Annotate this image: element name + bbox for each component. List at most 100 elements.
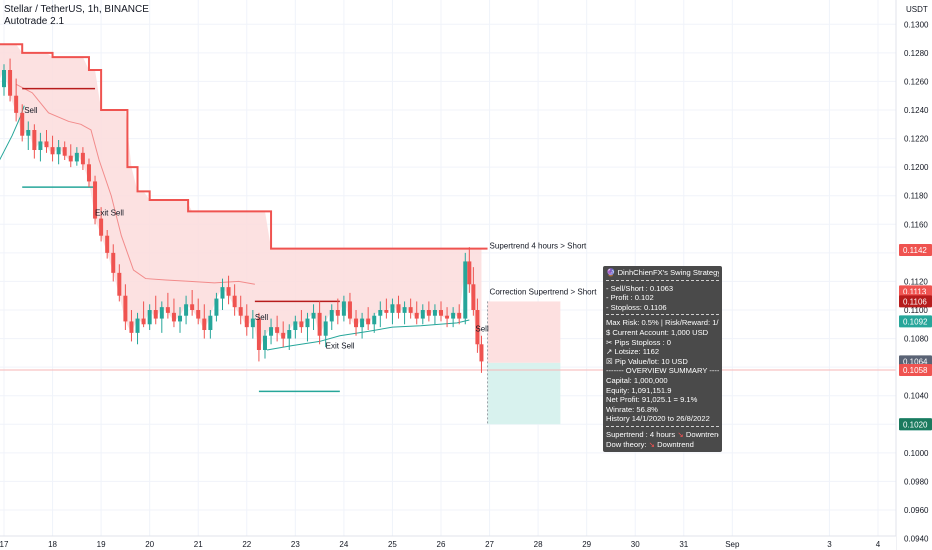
candle (202, 304, 207, 339)
candle (74, 147, 79, 166)
candle-body (86, 164, 91, 182)
price-tag-label: 0.1113 (903, 287, 927, 296)
tooltip-equity: Equity: 1,091,151.9 (606, 385, 672, 395)
candle-body (190, 304, 195, 310)
candle (111, 244, 116, 282)
candle (475, 298, 480, 353)
candle (129, 310, 134, 342)
candle (445, 307, 450, 328)
time-axis-bg (0, 536, 896, 550)
candle-body (117, 272, 122, 296)
price-tick-label: 0.1040 (904, 392, 929, 401)
symbol-title[interactable]: Stellar / TetherUS, 1h, BINANCE (4, 4, 149, 15)
candle (250, 310, 255, 339)
price-tag-bg (899, 295, 932, 308)
candle (50, 135, 55, 162)
time-axis[interactable]: 17 18 19 20 21 22 23 24 25 26 27 28 29 30 31 Sep 3 4 (0, 535, 896, 550)
candle-body (171, 312, 176, 322)
candle (323, 315, 328, 348)
tooltip-account: $ Current Account: 1,000 USD (606, 327, 709, 337)
candle (354, 310, 359, 336)
candle (190, 290, 195, 316)
annotation-label: Sell (24, 106, 38, 115)
candle-body (451, 312, 456, 319)
candle (80, 147, 85, 170)
candle (432, 304, 437, 325)
candle-body (184, 304, 189, 316)
candle (105, 230, 110, 259)
candle-body (256, 318, 261, 350)
candle-body (2, 70, 6, 88)
candle (99, 207, 104, 242)
price-tag: 0.1020 (899, 418, 932, 431)
indicator-title[interactable]: Autotrade 2.1 (4, 16, 65, 27)
price-axis[interactable]: USDT 0.1300 0.1280 0.1260 0.1240 0.1220 0.1200… (895, 0, 932, 550)
annotations: Sell Exit Sell Sell Exit Sell Sell Supertrend… (24, 106, 597, 351)
time-tick-label: 18 (48, 540, 57, 549)
candle (56, 140, 61, 165)
time-tick-label: 21 (194, 540, 203, 549)
candle-body (317, 312, 322, 336)
candle (196, 298, 201, 325)
candle-body (390, 304, 395, 313)
tooltip-sell-short: - Sell/Short : 0.1063 (606, 283, 674, 293)
candle (123, 284, 128, 330)
candle-body (38, 141, 43, 150)
tooltip-divider (606, 279, 719, 281)
candle-body (347, 301, 352, 319)
candles[interactable] (0, 58, 484, 373)
candle (366, 307, 371, 330)
support-line (266, 319, 470, 351)
candle (299, 310, 304, 333)
price-tag-label: 0.1092 (903, 317, 928, 326)
candle (451, 307, 456, 328)
price-tag-label: 0.1020 (903, 420, 928, 429)
candle-body (366, 318, 371, 325)
candle-body (153, 310, 158, 319)
tooltip-supertrend-label: Supertrend : 4 hours (606, 429, 676, 439)
candle-body (414, 312, 419, 319)
candle-body (269, 327, 274, 336)
down-arrow-icon: ↘ (648, 439, 656, 449)
candle (378, 301, 383, 328)
price-axis-unit: USDT (906, 5, 928, 14)
candle-body (105, 235, 110, 253)
annotation-label: Exit Sell (326, 342, 355, 351)
candle-body (360, 318, 365, 328)
candle (347, 292, 352, 325)
candle-body (311, 312, 316, 319)
candle (471, 267, 476, 316)
candle-body (220, 287, 225, 299)
candle (384, 298, 389, 319)
candle (311, 304, 316, 330)
candle-body (244, 315, 249, 328)
candle-body (281, 332, 286, 339)
candle-body (293, 321, 298, 330)
candle-body (445, 315, 450, 319)
time-tick-label: 30 (631, 540, 640, 549)
stop-loss-zone (487, 301, 561, 363)
tooltip-risk: Max Risk: 0.5% | Risk/Reward: 1/1 (606, 318, 719, 328)
price-tag-bg (899, 418, 932, 431)
annotation-label: Exit Sell (95, 209, 124, 218)
candle (396, 295, 401, 319)
candle-body (262, 335, 267, 350)
candle-body (354, 318, 359, 328)
time-tick-label: 22 (242, 540, 251, 549)
candle (68, 144, 73, 168)
candle-body (26, 130, 31, 136)
price-tag-bg (899, 364, 932, 376)
candle (244, 304, 249, 336)
tooltip-supertrend: Supertrend : 4 hours ↘ Downtrend (606, 430, 719, 440)
candle-body (396, 304, 401, 313)
candle (26, 121, 31, 150)
candle (457, 304, 462, 325)
time-tick-label: 19 (97, 540, 106, 549)
time-tick-label: 20 (145, 540, 154, 549)
price-tag: 0.1058 (899, 364, 932, 376)
candle-body (62, 147, 67, 156)
time-tick-label: 24 (339, 540, 348, 549)
tooltip-dow-value: Downtrend (657, 439, 694, 449)
candle-body (432, 310, 437, 316)
